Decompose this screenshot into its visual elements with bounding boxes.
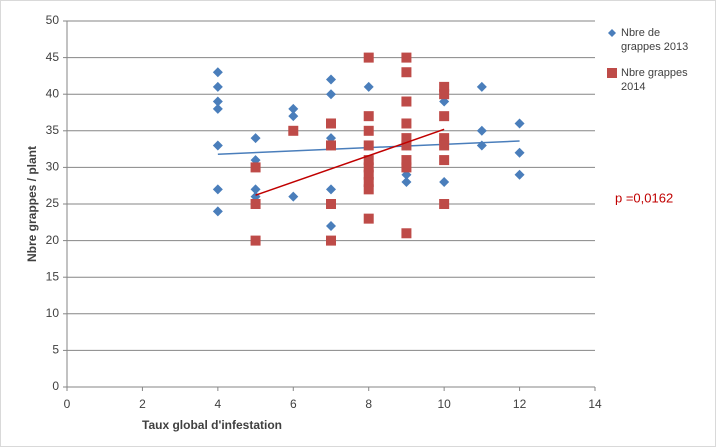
- point: [439, 133, 450, 144]
- y-tick-label: 35: [46, 123, 60, 137]
- x-tick-label: 12: [513, 397, 527, 411]
- x-tick-label: 10: [437, 397, 451, 411]
- point: [401, 177, 412, 188]
- point: [363, 111, 374, 122]
- y-tick-label: 30: [46, 160, 60, 174]
- point: [363, 177, 374, 188]
- x-tick-label: 14: [588, 397, 602, 411]
- trendline: [255, 128, 445, 196]
- point: [439, 140, 450, 151]
- point: [439, 177, 450, 188]
- point: [212, 206, 223, 217]
- y-tick-label: 50: [46, 13, 60, 27]
- point: [401, 162, 412, 173]
- x-tick-label: 4: [215, 397, 222, 411]
- point: [326, 184, 336, 195]
- point: [363, 184, 374, 195]
- point: [514, 147, 525, 158]
- point: [514, 169, 525, 180]
- point: [250, 199, 261, 209]
- point: [401, 133, 412, 144]
- annotation: p =0,0162: [615, 190, 673, 205]
- point: [401, 118, 412, 129]
- point: [401, 228, 412, 239]
- point: [250, 184, 261, 195]
- point: [250, 235, 261, 246]
- point: [326, 220, 336, 231]
- x-tick-label: 2: [139, 397, 146, 411]
- x-tick-label: 6: [290, 397, 297, 411]
- point: [363, 169, 374, 180]
- point: [401, 67, 412, 78]
- point: [212, 103, 223, 114]
- point: [288, 125, 299, 136]
- point: [476, 81, 487, 92]
- y-tick-label: 40: [46, 86, 60, 100]
- point: [439, 81, 450, 92]
- point: [401, 155, 412, 166]
- point: [212, 81, 223, 92]
- legend-label: Nbre de grappes 2013: [621, 27, 689, 53]
- point: [212, 96, 223, 107]
- legend-marker: [607, 68, 617, 78]
- y-tick-label: 0: [52, 379, 59, 393]
- point: [212, 67, 223, 78]
- point: [288, 111, 299, 122]
- point: [326, 89, 336, 100]
- point: [363, 162, 374, 173]
- point: [363, 52, 374, 63]
- x-axis-label: Taux global d'infestation: [142, 418, 282, 432]
- point: [476, 125, 487, 136]
- point: [439, 111, 450, 122]
- point: [363, 81, 374, 92]
- legend-label: Nbre grappes 2014: [621, 67, 688, 93]
- point: [363, 155, 374, 166]
- x-tick-label: 8: [365, 397, 372, 411]
- legend-marker: [608, 29, 616, 37]
- y-tick-label: 10: [46, 306, 60, 320]
- point: [439, 155, 450, 166]
- y-tick-label: 20: [46, 233, 60, 247]
- point: [401, 96, 412, 107]
- point: [363, 125, 374, 136]
- point: [401, 52, 412, 63]
- point: [250, 133, 261, 144]
- y-tick-label: 25: [46, 196, 60, 210]
- y-tick-label: 45: [46, 50, 60, 64]
- y-tick-label: 5: [52, 343, 59, 357]
- point: [326, 118, 336, 129]
- point: [363, 213, 374, 224]
- y-axis-label: Nbre grappes / plant: [25, 146, 39, 262]
- point: [439, 89, 450, 100]
- point: [326, 140, 336, 151]
- point: [212, 184, 223, 195]
- point: [288, 103, 299, 114]
- y-tick-label: 15: [46, 269, 60, 283]
- point: [326, 199, 336, 209]
- point: [439, 199, 450, 209]
- point: [514, 118, 525, 129]
- point: [326, 235, 336, 246]
- point: [363, 140, 374, 151]
- x-tick-label: 0: [64, 397, 71, 411]
- point: [401, 140, 412, 151]
- point: [212, 140, 223, 151]
- point: [288, 191, 299, 202]
- point: [326, 74, 336, 85]
- point: [250, 162, 261, 173]
